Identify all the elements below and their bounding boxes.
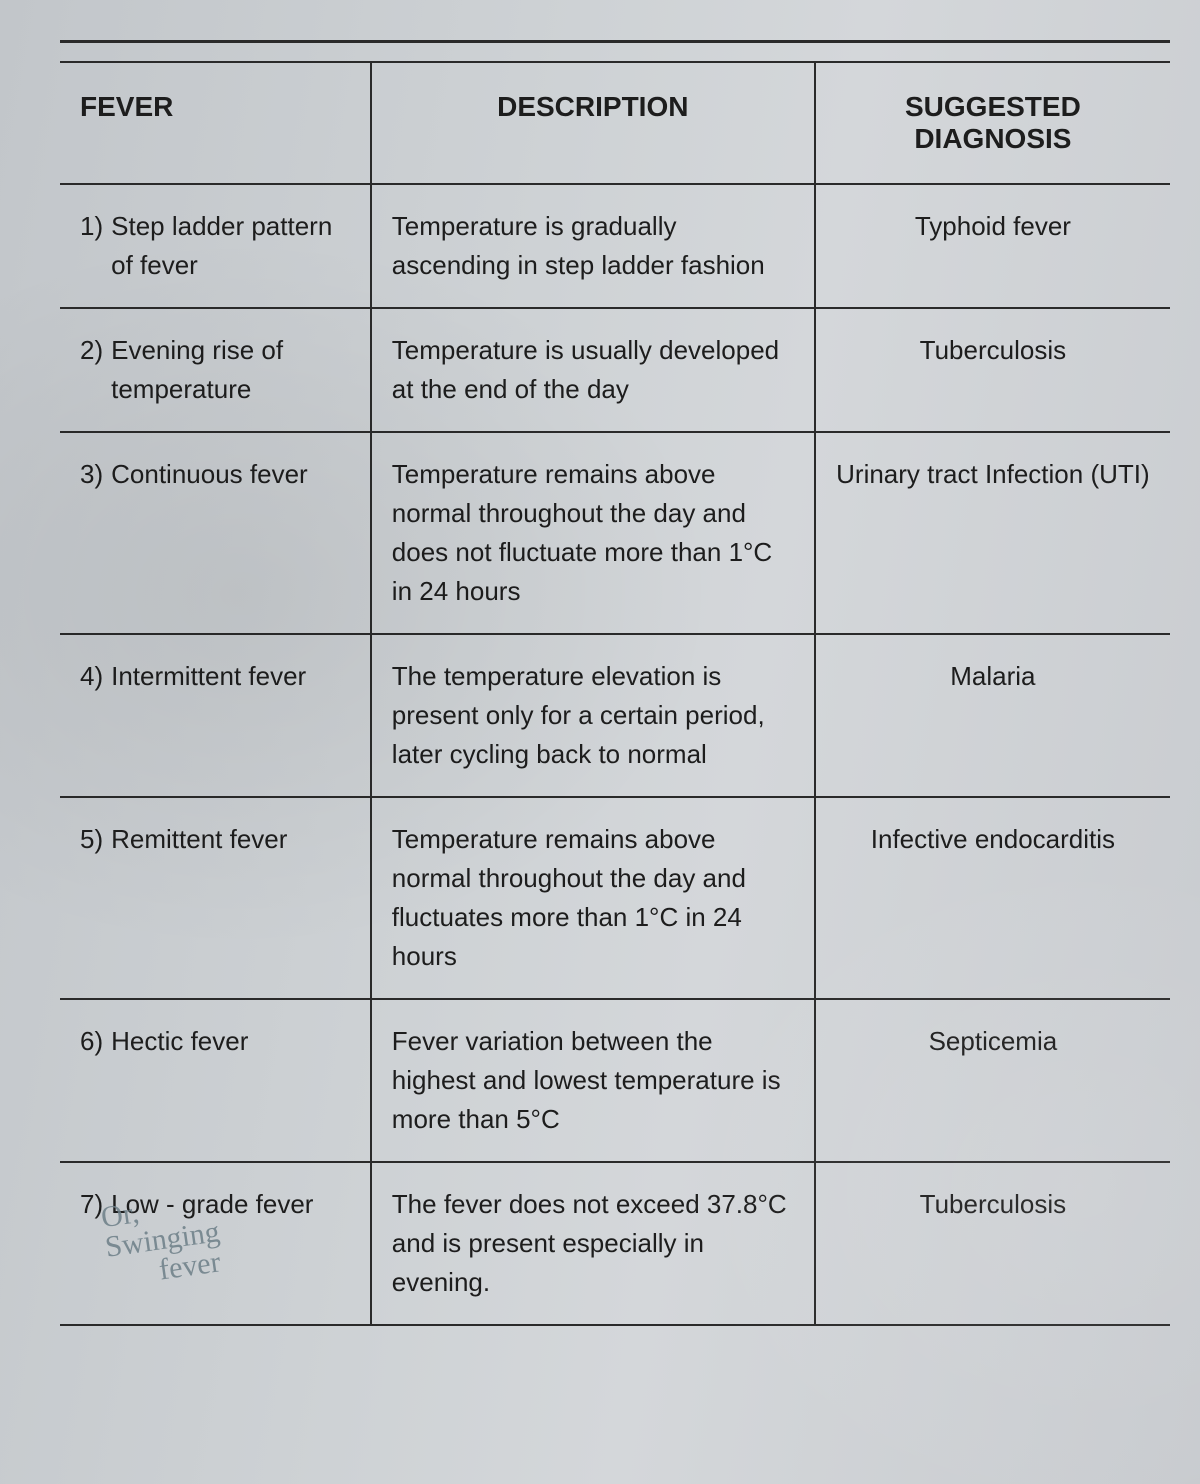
- scanned-page: FEVER DESCRIPTION SUGGESTED DIAGNOSIS 1)…: [0, 0, 1200, 1484]
- table-header-row: FEVER DESCRIPTION SUGGESTED DIAGNOSIS: [60, 62, 1170, 184]
- diagnosis-text: Malaria: [836, 657, 1150, 696]
- fever-name: Evening rise of temperature: [111, 331, 350, 409]
- table-row: 5)Remittent feverTemperature remains abo…: [60, 797, 1170, 999]
- cell-fever: 7)Low - grade fever: [60, 1162, 371, 1325]
- cell-diagnosis: Septicemia: [815, 999, 1170, 1162]
- cell-description: Temperature remains above normal through…: [371, 797, 815, 999]
- table-row: 3)Continuous feverTemperature remains ab…: [60, 432, 1170, 634]
- row-number: 3): [80, 455, 103, 494]
- diagnosis-text: Septicemia: [836, 1022, 1150, 1061]
- row-number: 5): [80, 820, 103, 859]
- diagnosis-text: Infective endocarditis: [836, 820, 1150, 859]
- diagnosis-text: Tuberculosis: [836, 331, 1150, 370]
- row-number: 7): [80, 1185, 103, 1224]
- row-number: 6): [80, 1022, 103, 1061]
- table-row: 7)Low - grade feverThe fever does not ex…: [60, 1162, 1170, 1325]
- cell-fever: 1)Step ladder pattern of fever: [60, 184, 371, 308]
- fever-table: FEVER DESCRIPTION SUGGESTED DIAGNOSIS 1)…: [60, 61, 1170, 1326]
- cell-description: The fever does not exceed 37.8°C and is …: [371, 1162, 815, 1325]
- row-number: 1): [80, 207, 103, 285]
- cell-fever: 2)Evening rise of temperature: [60, 308, 371, 432]
- fever-name: Intermittent fever: [111, 657, 306, 696]
- cell-diagnosis: Infective endocarditis: [815, 797, 1170, 999]
- cell-description: Fever variation between the highest and …: [371, 999, 815, 1162]
- cell-diagnosis: Malaria: [815, 634, 1170, 797]
- cell-description: The temperature elevation is present onl…: [371, 634, 815, 797]
- table-row: 1)Step ladder pattern of feverTemperatur…: [60, 184, 1170, 308]
- row-number: 2): [80, 331, 103, 409]
- header-fever: FEVER: [60, 62, 371, 184]
- top-horizontal-rule: [60, 40, 1170, 43]
- diagnosis-text: Tuberculosis: [836, 1185, 1150, 1224]
- table-row: 2)Evening rise of temperatureTemperature…: [60, 308, 1170, 432]
- diagnosis-text: Typhoid fever: [836, 207, 1150, 246]
- header-diagnosis: SUGGESTED DIAGNOSIS: [815, 62, 1170, 184]
- table-row: 4)Intermittent feverThe temperature elev…: [60, 634, 1170, 797]
- cell-diagnosis: Typhoid fever: [815, 184, 1170, 308]
- cell-fever: 3)Continuous fever: [60, 432, 371, 634]
- cell-diagnosis: Tuberculosis: [815, 308, 1170, 432]
- table-body: 1)Step ladder pattern of feverTemperatur…: [60, 184, 1170, 1325]
- cell-description: Temperature is gradually ascending in st…: [371, 184, 815, 308]
- fever-name: Continuous fever: [111, 455, 308, 494]
- diagnosis-text: Urinary tract Infection (UTI): [836, 455, 1150, 494]
- fever-name: Hectic fever: [111, 1022, 248, 1061]
- cell-fever: 5)Remittent fever: [60, 797, 371, 999]
- header-description: DESCRIPTION: [371, 62, 815, 184]
- fever-name: Step ladder pattern of fever: [111, 207, 350, 285]
- cell-description: Temperature is usually developed at the …: [371, 308, 815, 432]
- cell-diagnosis: Tuberculosis: [815, 1162, 1170, 1325]
- row-number: 4): [80, 657, 103, 696]
- table-row: 6)Hectic feverFever variation between th…: [60, 999, 1170, 1162]
- cell-fever: 4)Intermittent fever: [60, 634, 371, 797]
- cell-diagnosis: Urinary tract Infection (UTI): [815, 432, 1170, 634]
- cell-description: Temperature remains above normal through…: [371, 432, 815, 634]
- fever-name: Low - grade fever: [111, 1185, 313, 1224]
- cell-fever: 6)Hectic fever: [60, 999, 371, 1162]
- fever-name: Remittent fever: [111, 820, 287, 859]
